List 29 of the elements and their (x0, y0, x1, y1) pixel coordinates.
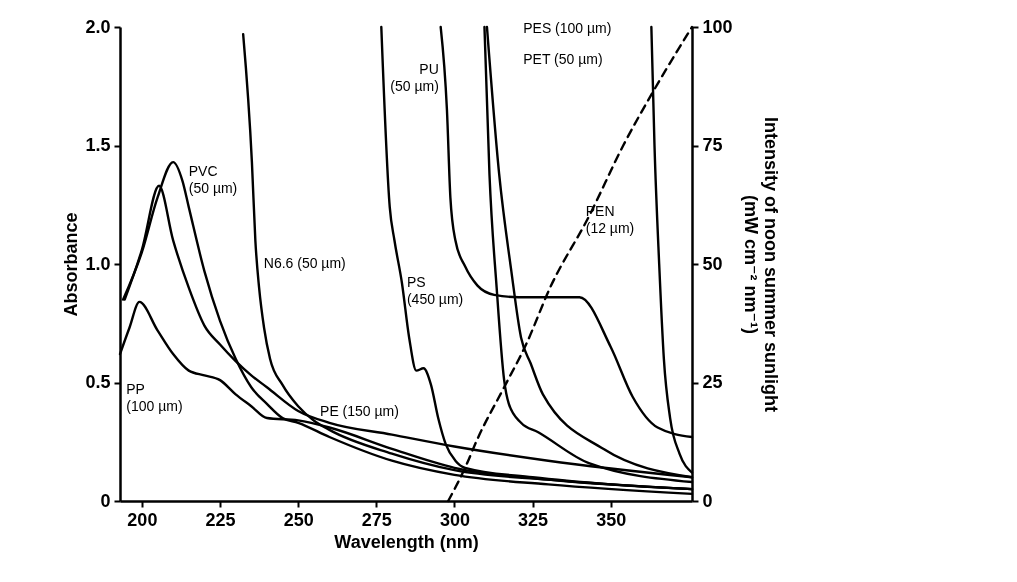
series-label: PVC (50 µm) (188, 162, 238, 196)
y-tick-label: 1.0 (85, 253, 111, 274)
series-label: PU (50 µm) (390, 60, 439, 94)
y-tick-label: 0.5 (85, 372, 111, 392)
x-tick-label: 275 (361, 509, 392, 530)
x-tick-label: 300 (439, 509, 470, 530)
text: PES (100 µm) (523, 20, 612, 37)
x-tick-label: 325 (518, 509, 549, 530)
y2-tick-label: 100 (702, 16, 733, 37)
x-tick-label: 225 (205, 509, 236, 530)
text: PET (50 µm) (523, 51, 603, 68)
series-label: N6.6 (50 µm) (263, 255, 346, 271)
y2-tick-label: 0 (702, 490, 713, 511)
y-tick-label: 2.0 (85, 16, 111, 37)
y2-tick-label: 75 (702, 135, 723, 155)
x-tick-label: 350 (596, 509, 627, 530)
x-tick-label: 200 (127, 509, 158, 530)
y2-tick-label: 50 (702, 253, 723, 274)
series-label: PP (100 µm) (126, 380, 183, 414)
y2-axis-title: Intensity of noon summer sunlight (mW cm⁻² nm⁻¹) (740, 116, 781, 413)
y-tick-label: 0 (100, 490, 111, 511)
series-label: PEN (12 µm) (585, 202, 635, 236)
x-tick-label: 250 (283, 509, 314, 530)
y-tick-label: 1.5 (85, 135, 111, 155)
y2-tick-label: 25 (702, 372, 723, 392)
y-axis-title: Absorbance (61, 212, 82, 317)
series-label: PS (450 µm) (406, 273, 464, 307)
x-axis-title: Wavelength (nm) (334, 531, 479, 552)
series-label: PE (150 µm) (320, 403, 399, 420)
